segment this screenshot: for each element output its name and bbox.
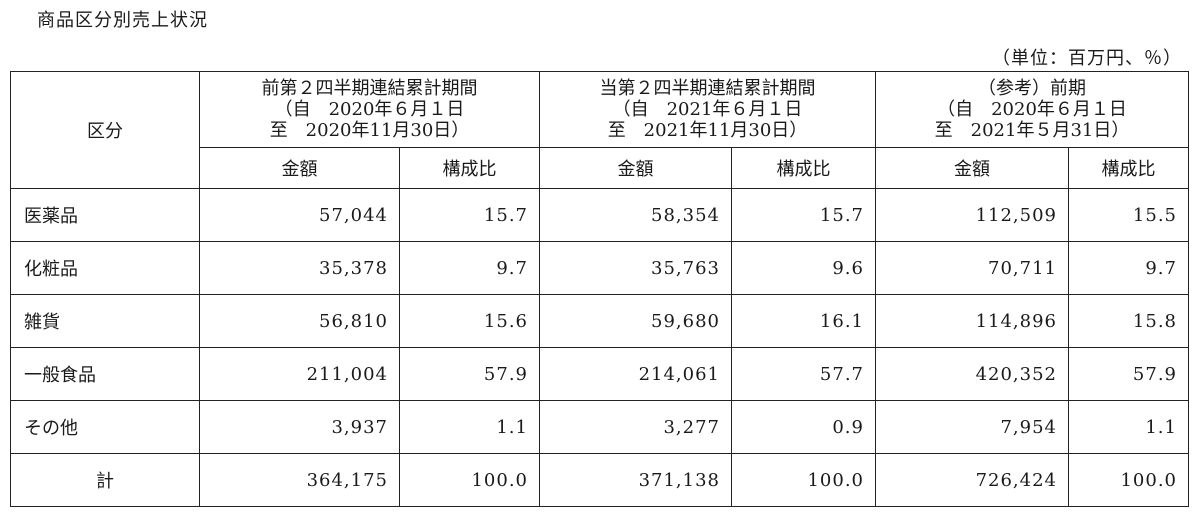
ratio-cell: 1.1 xyxy=(399,400,540,454)
period-current-line2: （自 2021年６月１日 xyxy=(612,99,803,120)
period-header-row: 区分 前第２四半期連結累計期間 （自 2020年６月１日 至 2020年11月3… xyxy=(10,71,1189,189)
amount-cell: 58,354 xyxy=(539,188,732,242)
amount-cell: 371,138 xyxy=(539,453,732,507)
ratio-cell: 15.5 xyxy=(1068,188,1189,242)
category-cell: 雑貨 xyxy=(10,294,200,348)
period-prior-line2: （自 2020年６月１日 xyxy=(274,99,465,120)
amount-cell: 59,680 xyxy=(539,294,732,348)
ratio-cell: 57.9 xyxy=(1068,347,1189,401)
period-reference-line2: （自 2020年６月１日 xyxy=(937,99,1127,120)
kubun-header: 区分 xyxy=(10,71,200,189)
column-header-row: 金額 構成比 金額 構成比 金額 構成比 xyxy=(11,147,1189,189)
ratio-cell: 57.7 xyxy=(731,347,876,401)
ratio-cell: 100.0 xyxy=(731,453,876,507)
unit-note: （単位：百万円、％） xyxy=(992,48,1182,69)
ratio-cell: 15.7 xyxy=(399,188,540,242)
table-row: 雑貨 56,810 15.6 59,680 16.1 114,896 15.8 xyxy=(10,294,1189,348)
ratio-header: 構成比 xyxy=(1068,147,1189,189)
amount-cell: 364,175 xyxy=(199,453,400,507)
table-row: 医薬品 57,044 15.7 58,354 15.7 112,509 15.5 xyxy=(10,188,1189,242)
table-row: 一般食品 211,004 57.9 214,061 57.7 420,352 5… xyxy=(10,347,1189,401)
ratio-cell: 100.0 xyxy=(399,453,540,507)
period-reference-line1: （参考）前期 xyxy=(978,78,1086,99)
ratio-cell: 9.6 xyxy=(731,241,876,295)
category-cell: 化粧品 xyxy=(10,241,200,295)
ratio-cell: 9.7 xyxy=(1068,241,1189,295)
amount-cell: 112,509 xyxy=(875,188,1069,242)
amount-cell: 420,352 xyxy=(875,347,1069,401)
amount-cell: 214,061 xyxy=(539,347,732,401)
category-cell: 一般食品 xyxy=(10,347,200,401)
ratio-cell: 15.6 xyxy=(399,294,540,348)
amount-cell: 35,378 xyxy=(199,241,400,295)
amount-cell: 57,044 xyxy=(199,188,400,242)
amount-cell: 35,763 xyxy=(539,241,732,295)
period-header-reference: （参考）前期 （自 2020年６月１日 至 2021年５月31日） xyxy=(875,71,1189,148)
ratio-cell: 0.9 xyxy=(731,400,876,454)
ratio-cell: 1.1 xyxy=(1068,400,1189,454)
ratio-cell: 100.0 xyxy=(1068,453,1189,507)
period-current-line3: 至 2021年11月30日） xyxy=(607,120,808,141)
period-prior-line3: 至 2020年11月30日） xyxy=(269,120,470,141)
amount-cell: 211,004 xyxy=(199,347,400,401)
period-current-line1: 当第２四半期連結累計期間 xyxy=(599,78,816,99)
period-header-current: 当第２四半期連結累計期間 （自 2021年６月１日 至 2021年11月30日） xyxy=(539,71,876,148)
amount-header: 金額 xyxy=(875,147,1069,189)
amount-cell: 70,711 xyxy=(875,241,1069,295)
amount-header: 金額 xyxy=(199,147,400,189)
table-row: その他 3,937 1.1 3,277 0.9 7,954 1.1 xyxy=(10,400,1189,454)
ratio-cell: 15.7 xyxy=(731,188,876,242)
category-cell: 医薬品 xyxy=(10,188,200,242)
period-prior-line1: 前第２四半期連結累計期間 xyxy=(261,78,478,99)
ratio-cell: 15.8 xyxy=(1068,294,1189,348)
amount-cell: 3,937 xyxy=(199,400,400,454)
ratio-cell: 16.1 xyxy=(731,294,876,348)
total-label-cell: 計 xyxy=(10,453,200,507)
total-row: 計 364,175 100.0 371,138 100.0 726,424 10… xyxy=(10,453,1189,507)
ratio-cell: 57.9 xyxy=(399,347,540,401)
amount-cell: 114,896 xyxy=(875,294,1069,348)
ratio-cell: 9.7 xyxy=(399,241,540,295)
table-row: 化粧品 35,378 9.7 35,763 9.6 70,711 9.7 xyxy=(10,241,1189,295)
amount-cell: 726,424 xyxy=(875,453,1069,507)
category-cell: その他 xyxy=(10,400,200,454)
amount-cell: 3,277 xyxy=(539,400,732,454)
amount-header: 金額 xyxy=(539,147,732,189)
period-reference-line3: 至 2021年５月31日） xyxy=(934,120,1130,141)
document-title: 商品区分別売上状況 xyxy=(37,10,208,31)
ratio-header: 構成比 xyxy=(399,147,540,189)
period-header-prior: 前第２四半期連結累計期間 （自 2020年６月１日 至 2020年11月30日） xyxy=(199,71,540,148)
amount-cell: 56,810 xyxy=(199,294,400,348)
amount-cell: 7,954 xyxy=(875,400,1069,454)
ratio-header: 構成比 xyxy=(731,147,876,189)
sales-by-category-table: 区分 前第２四半期連結累計期間 （自 2020年６月１日 至 2020年11月3… xyxy=(10,71,1189,507)
